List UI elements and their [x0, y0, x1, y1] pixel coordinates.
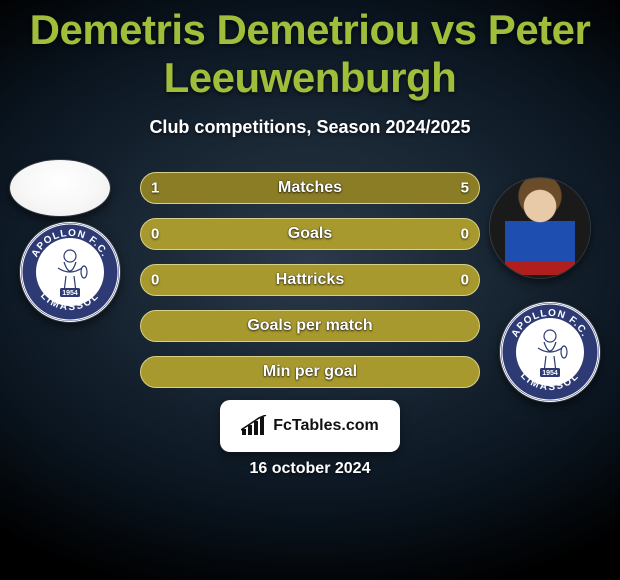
comparison-title: Demetris Demetriou vs Peter Leeuwenburgh	[0, 0, 620, 103]
stat-bar: Goals 0 0	[140, 218, 480, 250]
stat-bar-left-value: 0	[151, 272, 159, 289]
stat-bar-left-value: 0	[151, 226, 159, 243]
stat-bars: Matches 1 5 Goals 0 0 Hattricks 0 0 Goals per mat…	[140, 172, 480, 402]
player2-club-badge: APOLLON F.C. LIMASSOL 1954	[500, 302, 600, 402]
stat-bar-label: Hattricks	[276, 271, 344, 289]
stat-bar-label: Matches	[278, 179, 342, 197]
player1-photo	[10, 160, 110, 216]
stat-bar: Matches 1 5	[140, 172, 480, 204]
stat-bar-label: Goals	[288, 225, 332, 243]
player2-photo	[490, 178, 590, 278]
stat-bar: Min per goal	[140, 356, 480, 388]
season-subtitle: Club competitions, Season 2024/2025	[0, 117, 620, 138]
snapshot-date: 16 october 2024	[0, 460, 620, 478]
svg-text:1954: 1954	[542, 370, 558, 377]
source-badge-text: FcTables.com	[273, 417, 379, 435]
player1-club-badge: APOLLON F.C. LIMASSOL 1954	[20, 222, 120, 322]
stat-bar: Goals per match	[140, 310, 480, 342]
stat-bar-right-value: 0	[461, 226, 469, 243]
source-badge: FcTables.com	[220, 400, 400, 452]
stat-bar: Hattricks 0 0	[140, 264, 480, 296]
stat-bar-label: Goals per match	[247, 317, 372, 335]
stat-bar-right-value: 5	[461, 180, 469, 197]
svg-text:1954: 1954	[62, 290, 78, 297]
stat-bar-right-value: 0	[461, 272, 469, 289]
bar-chart-icon	[241, 415, 267, 437]
stat-bar-left-value: 1	[151, 180, 159, 197]
stat-bar-label: Min per goal	[263, 363, 357, 381]
